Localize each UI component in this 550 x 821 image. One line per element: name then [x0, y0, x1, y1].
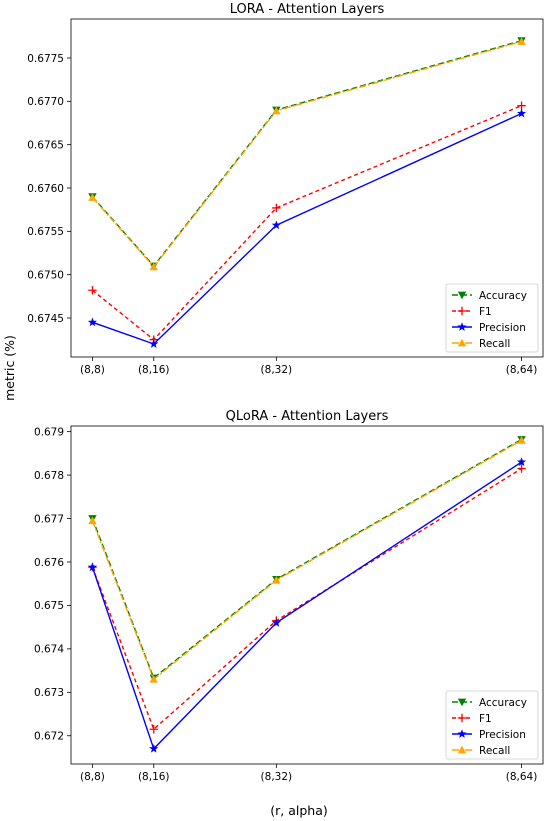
x-tick-label: (8,8) [80, 364, 105, 376]
legend-label: F1 [479, 713, 492, 725]
data-point [517, 436, 526, 444]
legend-marker [457, 306, 467, 316]
y-tick-label: 0.674 [34, 644, 64, 656]
data-point [88, 193, 97, 201]
y-tick-label: 0.675 [34, 600, 64, 612]
x-tick-label: (8,32) [261, 364, 293, 376]
legend: Accuracy F1 Precision Recall [445, 690, 539, 760]
series-precision [87, 457, 527, 753]
plot-frame [70, 425, 544, 765]
y-tick-label: 0.677 [34, 513, 64, 525]
data-point [149, 675, 158, 683]
data-point [88, 286, 97, 295]
data-point [88, 516, 97, 525]
series-line [91, 439, 522, 681]
data-point [517, 464, 526, 473]
data-point [272, 106, 281, 115]
y-tick-label: 0.6745 [27, 313, 64, 325]
series-recall [88, 436, 526, 683]
y-tick-label: 0.6770 [27, 96, 64, 108]
data-point [271, 220, 281, 230]
legend-label: F1 [479, 306, 492, 318]
series-precision [87, 108, 527, 348]
data-point [517, 37, 526, 45]
legend-marker [457, 745, 467, 754]
data-point [87, 562, 98, 572]
data-point [149, 339, 159, 348]
data-point [272, 203, 281, 213]
data-point [149, 262, 158, 271]
series-line [91, 40, 522, 268]
legend-label: Precision [479, 729, 526, 741]
y-tick-label: 0.6765 [27, 139, 64, 151]
legend-label: Recall [479, 338, 510, 350]
legend-marker [457, 698, 467, 707]
legend-label: Precision [479, 322, 526, 334]
series-accuracy [88, 436, 526, 683]
series-accuracy [88, 37, 526, 271]
y-tick-label: 0.678 [34, 470, 64, 482]
legend-marker [457, 338, 467, 347]
legend-box [445, 283, 539, 353]
chart-panel-lora: LORA - Attention Layers 0.6745 0.6750 0.675… [27, 2, 544, 376]
y-tick-label: 0.6755 [27, 226, 64, 238]
series-line [92, 112, 522, 345]
x-tick-label: (8,32) [261, 771, 293, 783]
legend-marker [457, 322, 467, 331]
y-tick-label: 0.679 [34, 426, 64, 438]
series-line [91, 461, 522, 751]
y-tick-label: 0.673 [34, 687, 64, 699]
data-point [517, 101, 526, 110]
legend-label: Accuracy [479, 290, 527, 302]
data-point [149, 725, 158, 734]
data-point [87, 317, 98, 327]
x-tick-label: (8,16) [138, 364, 170, 376]
series-line [92, 105, 522, 341]
x-axis-label: (r, alpha) [270, 803, 328, 818]
legend-marker [457, 729, 467, 738]
series-line [91, 438, 522, 680]
y-axis-label: metric (%) [2, 335, 17, 401]
y-tick-label: 0.672 [34, 731, 64, 743]
y-tick-label: 0.6760 [27, 183, 64, 195]
legend-box [445, 690, 539, 760]
chart-title: LORA - Attention Layers [230, 2, 385, 17]
chart-title: QLoRA - Attention Layers [226, 409, 389, 424]
series-recall [88, 37, 526, 271]
data-point [271, 618, 281, 627]
data-point [272, 576, 281, 584]
data-point [516, 108, 527, 118]
data-point [516, 457, 527, 466]
legend-marker [457, 713, 467, 723]
data-point [149, 743, 159, 753]
x-tick-label: (8,64) [506, 771, 538, 783]
y-tick-label: 0.6775 [27, 53, 64, 65]
y-tick-label: 0.6750 [27, 269, 64, 281]
x-tick-label: (8,8) [80, 771, 105, 783]
y-tick-label: 0.676 [34, 557, 64, 569]
x-tick-label: (8,64) [506, 364, 538, 376]
legend: Accuracy F1 Precision Recall [445, 283, 539, 353]
legend-marker [457, 291, 467, 300]
x-tick-label: (8,16) [138, 771, 170, 783]
legend-label: Recall [479, 745, 510, 757]
legend-label: Accuracy [479, 697, 527, 709]
chart-panel-qlora: QLoRA - Attention Layers 0.672 0.673 0.674 0… [34, 409, 544, 783]
series-line [91, 467, 522, 731]
series-line [91, 39, 522, 268]
